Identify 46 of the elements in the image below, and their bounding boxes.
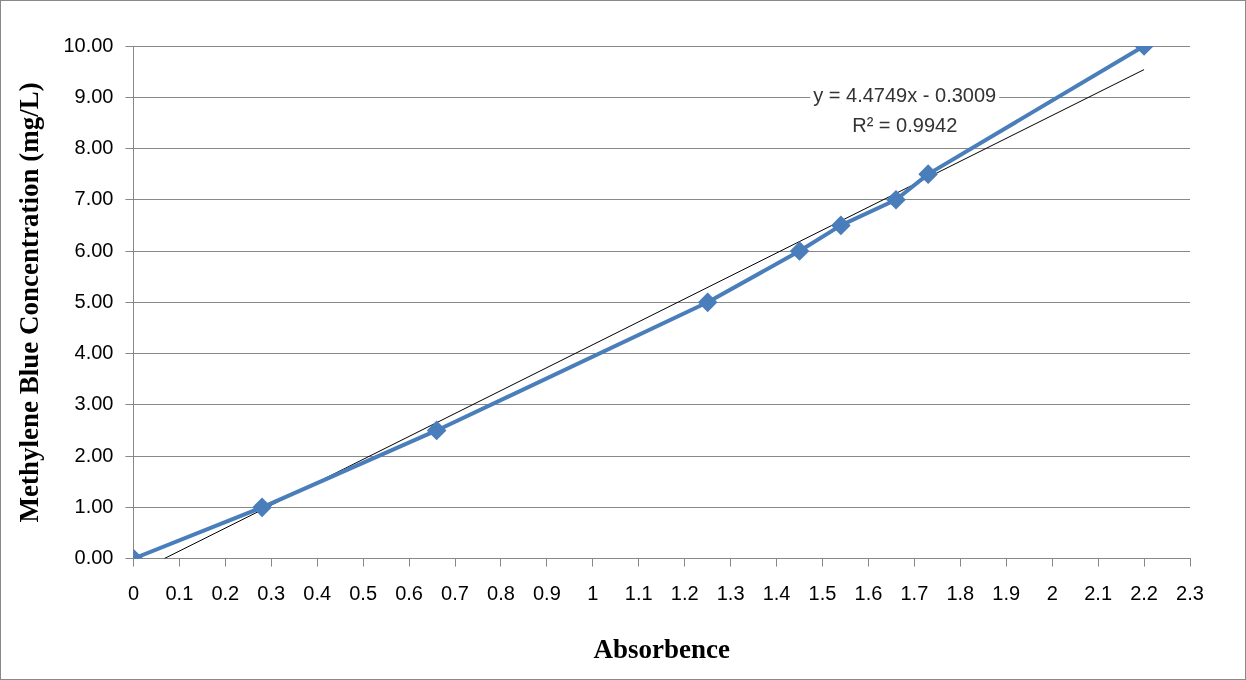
annotation: y = 4.4749x - 0.3009 [813,83,997,106]
point [919,165,938,184]
y-tick-label: 1.00 [74,494,114,517]
x-tick-label: 1 [587,582,599,605]
y-tick-label: 3.00 [74,392,114,415]
y-tick-label: 4.00 [74,341,114,364]
x-tick-label: 1.9 [992,582,1021,605]
y-tick-label: 2.00 [74,443,114,466]
point [790,242,809,261]
x-tick-label: 1.2 [670,582,699,605]
y-tick-label: 9.00 [74,84,114,107]
x-tick-label: 0.4 [303,582,332,605]
x-tick-label: 1.6 [854,582,883,605]
y-tick-label: 0.00 [74,546,114,569]
x-tick-label: 0.5 [349,582,378,605]
x-tick-label: 1.7 [900,582,929,605]
x-tick-label: 0.2 [211,582,240,605]
y-tick-label: 6.00 [74,238,114,261]
y-axis-title: Methylene Blue Concentration (mg/L) [14,82,45,523]
point [427,421,446,440]
x-tick-label: 0.8 [487,582,515,605]
point [253,498,272,517]
y-tick-label: 5.00 [74,289,114,312]
x-tick-label: 2.1 [1084,582,1113,605]
annotation: R² = 0.9942 [852,113,958,136]
x-tick-label: 1.1 [624,582,653,605]
x-tick-label: 1.5 [808,582,837,605]
x-tick-label: 0.6 [395,582,423,605]
x-tick-label: 0.3 [257,582,286,605]
x-axis-title: Absorbence [593,633,730,664]
x-tick-label: 2.2 [1130,582,1158,605]
y-tick-label: 8.00 [74,136,114,159]
x-tick-label: 1.8 [946,582,975,605]
y-tick-label: 10.00 [63,33,114,56]
x-tick-label: 1.3 [716,582,745,605]
y-tick-label: 7.00 [74,187,114,210]
x-tick-label: 1.4 [762,582,791,605]
x-tick-label: 0.7 [441,582,469,605]
point [698,293,717,312]
point [831,216,850,235]
x-tick-label: 0.1 [165,582,194,605]
x-tick-label: 0.9 [532,582,561,605]
point [887,190,905,209]
x-tick-label: 0 [127,582,140,605]
x-tick-label: 2 [1046,582,1058,605]
x-tick-label: 2.3 [1176,582,1204,605]
